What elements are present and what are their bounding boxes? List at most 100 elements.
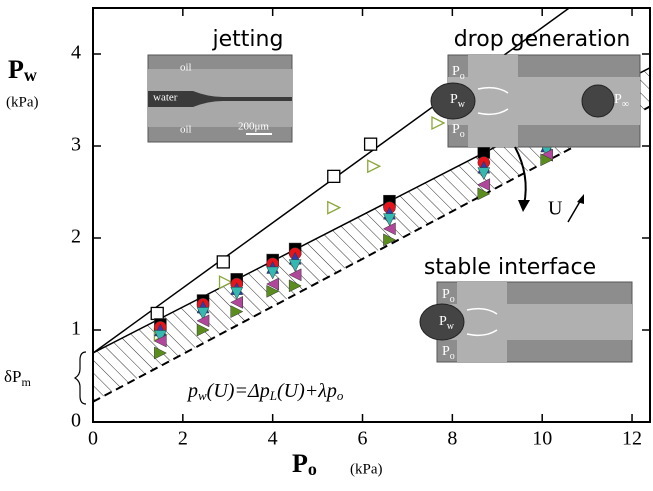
- data-point: [363, 137, 378, 151]
- label: P∞: [614, 92, 629, 110]
- drop: [581, 84, 615, 118]
- label-main: P: [442, 344, 450, 359]
- side-inlet-top: [468, 55, 518, 77]
- data-point: [367, 159, 382, 174]
- label-main: P: [8, 55, 24, 84]
- data-point: [383, 233, 397, 247]
- formula-part: p: [186, 380, 198, 402]
- formula-part: )=Δ: [227, 380, 260, 402]
- formula-part: p: [325, 380, 337, 402]
- flow-arrows: [477, 86, 509, 116]
- x-tick-label: 2: [178, 428, 188, 450]
- x-axis-unit: (kPa): [350, 461, 383, 477]
- label: Pw: [439, 314, 455, 332]
- label-main: P: [452, 64, 460, 79]
- side-inlet-bottom: [457, 340, 507, 362]
- label: Po: [292, 449, 317, 479]
- label: Pw: [450, 92, 466, 110]
- data-point: [327, 169, 341, 184]
- y-tick-label: 1: [71, 318, 81, 340]
- label-sub: o: [460, 71, 465, 82]
- data-point: [288, 268, 302, 282]
- annotation: jetting: [212, 27, 284, 52]
- formula-part: w: [198, 388, 207, 403]
- x-tick-label: 4: [268, 428, 278, 450]
- data-point: [153, 334, 167, 348]
- data-point: [327, 200, 342, 215]
- label-sub: m: [21, 375, 31, 389]
- side-inlet-top: [457, 282, 507, 304]
- x-tick-label: 10: [532, 428, 552, 450]
- data-point: [266, 266, 280, 280]
- formula-part: U: [213, 380, 229, 402]
- hatch-region: [93, 67, 650, 402]
- label: Po: [452, 122, 465, 140]
- data-point: [266, 284, 280, 298]
- arrowhead: [518, 200, 530, 212]
- data-point: [431, 115, 446, 131]
- data-point: [383, 213, 396, 227]
- formula-part: L: [269, 388, 277, 403]
- label-main: P: [450, 92, 458, 107]
- data-point: [540, 153, 554, 167]
- data-point: [382, 222, 396, 236]
- label-sub: w: [24, 65, 37, 85]
- flow-arrows: [466, 307, 498, 337]
- label-sub: w: [447, 321, 455, 332]
- water-tip: [419, 303, 465, 341]
- label: Po: [452, 64, 465, 82]
- data-point: [288, 279, 302, 293]
- label: Po: [442, 344, 455, 362]
- annotation: stable interface: [424, 255, 596, 280]
- y-axis-unit: (kPa): [6, 94, 39, 110]
- inset-label: 200μm: [238, 121, 269, 133]
- arrowhead: [577, 194, 584, 204]
- x-tick-label: 12: [622, 428, 642, 450]
- data-point: [230, 286, 244, 300]
- jet: [148, 91, 292, 107]
- annotation: U: [548, 198, 563, 220]
- label-main: P: [439, 314, 447, 329]
- formula-part: )+λ: [297, 380, 327, 402]
- fit-line: [93, 105, 650, 403]
- label-main: δP: [4, 367, 21, 386]
- y-tick-label: 2: [71, 226, 81, 248]
- label-main: P: [292, 449, 308, 478]
- y-tick-label: 0: [71, 410, 81, 432]
- formula-part: o: [337, 388, 344, 403]
- x-tick-label: 6: [358, 428, 368, 450]
- label: Pw: [8, 55, 37, 85]
- side-inlet-bottom: [468, 125, 518, 147]
- label-sub: o: [450, 294, 455, 305]
- data-point: [154, 346, 167, 360]
- label-main: P: [442, 287, 450, 302]
- data-point: [477, 187, 491, 201]
- plot-area: [93, 8, 650, 403]
- data-point: [216, 255, 230, 269]
- inset-label: oil: [180, 62, 192, 74]
- inset-label: water: [153, 92, 178, 104]
- label-main: P: [452, 122, 460, 137]
- plot-frame: [92, 7, 651, 423]
- data-point: [218, 275, 233, 290]
- label: δPm: [4, 367, 31, 389]
- inset-label: oil: [180, 124, 192, 136]
- formula: pw(U)=ΔpL(U)+λpo: [186, 380, 344, 403]
- label: Po: [442, 287, 455, 305]
- label-sub: o: [450, 351, 455, 362]
- label-sub: o: [308, 459, 317, 479]
- label-sub: o: [460, 129, 465, 140]
- data-point: [266, 277, 279, 291]
- brace: [73, 351, 87, 405]
- data-point: [196, 314, 210, 328]
- formula-part: (: [207, 380, 215, 402]
- label-sub: w: [458, 99, 466, 110]
- formula-part: (: [277, 380, 285, 402]
- data-point: [196, 307, 210, 320]
- water-tip: [430, 82, 476, 120]
- y-tick-label: 4: [71, 42, 81, 64]
- data-point: [477, 178, 491, 192]
- data-point: [150, 306, 164, 321]
- data-point: [196, 323, 210, 337]
